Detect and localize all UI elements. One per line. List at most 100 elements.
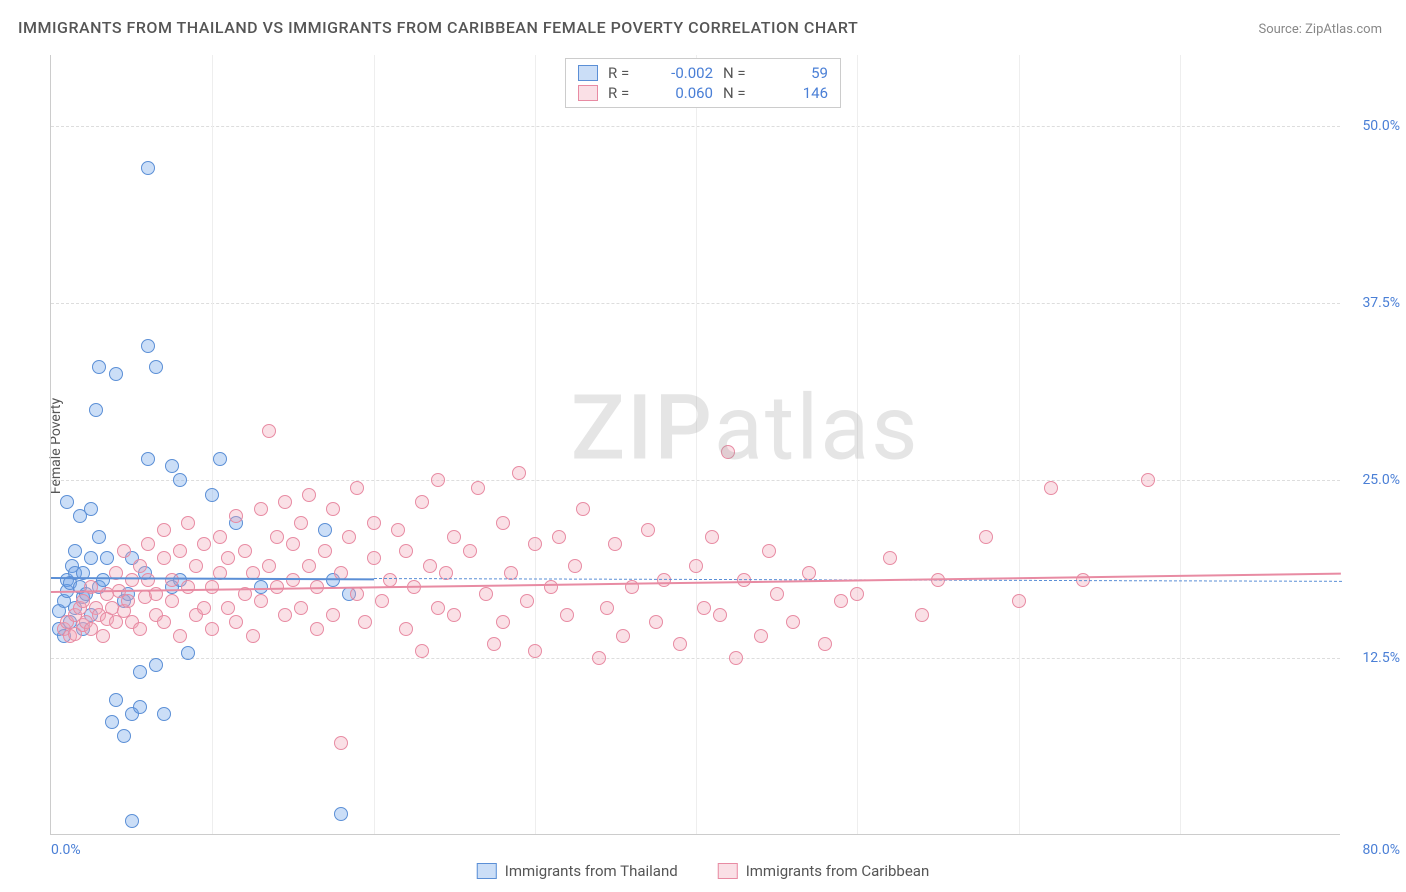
data-point <box>254 502 268 516</box>
data-point <box>125 573 139 587</box>
legend-correlation: R =-0.002N =59R =0.060N =146 <box>565 58 841 108</box>
data-point <box>544 580 558 594</box>
data-point <box>262 424 276 438</box>
data-point <box>350 481 364 495</box>
data-point <box>568 559 582 573</box>
data-point <box>447 530 461 544</box>
data-point <box>141 537 155 551</box>
data-point <box>721 445 735 459</box>
data-point <box>576 502 590 516</box>
data-point <box>278 608 292 622</box>
data-point <box>431 601 445 615</box>
data-point <box>197 601 211 615</box>
legend-row: R =0.060N =146 <box>578 83 828 103</box>
data-point <box>415 495 429 509</box>
data-point <box>121 594 135 608</box>
data-point <box>487 637 501 651</box>
data-point <box>383 573 397 587</box>
data-point <box>770 587 784 601</box>
data-point <box>278 495 292 509</box>
data-point <box>447 608 461 622</box>
data-point <box>133 665 147 679</box>
data-point <box>342 530 356 544</box>
data-point <box>528 644 542 658</box>
data-point <box>762 544 776 558</box>
source-label: Source: ZipAtlas.com <box>1258 22 1382 37</box>
data-point <box>367 516 381 530</box>
data-point <box>1044 481 1058 495</box>
data-point <box>262 559 276 573</box>
data-point <box>552 530 566 544</box>
data-point <box>616 629 630 643</box>
data-point <box>109 367 123 381</box>
data-point <box>141 452 155 466</box>
legend-row: R =-0.002N =59 <box>578 63 828 83</box>
data-point <box>189 559 203 573</box>
data-point <box>221 551 235 565</box>
data-point <box>181 646 195 660</box>
data-point <box>294 601 308 615</box>
data-point <box>318 523 332 537</box>
legend-series: Immigrants from ThailandImmigrants from … <box>477 862 929 880</box>
data-point <box>221 601 235 615</box>
data-point <box>157 615 171 629</box>
legend-swatch <box>578 65 598 81</box>
data-point <box>149 658 163 672</box>
legend-series-label: Immigrants from Caribbean <box>746 862 930 880</box>
data-point <box>431 473 445 487</box>
data-point <box>149 360 163 374</box>
gridline-v <box>374 55 375 834</box>
data-point <box>834 594 848 608</box>
legend-r-value: 0.060 <box>658 84 713 102</box>
data-point <box>238 544 252 558</box>
legend-n-value: 59 <box>773 64 828 82</box>
data-point <box>254 594 268 608</box>
data-point <box>173 629 187 643</box>
data-point <box>133 700 147 714</box>
data-point <box>92 530 106 544</box>
data-point <box>173 473 187 487</box>
data-point <box>528 537 542 551</box>
gridline-v <box>857 55 858 834</box>
data-point <box>818 637 832 651</box>
data-point <box>270 530 284 544</box>
data-point <box>84 502 98 516</box>
data-point <box>786 615 800 629</box>
data-point <box>592 651 606 665</box>
data-point <box>302 488 316 502</box>
chart-title: IMMIGRANTS FROM THAILAND VS IMMIGRANTS F… <box>18 18 858 37</box>
data-point <box>399 622 413 636</box>
data-point <box>326 502 340 516</box>
data-point <box>318 544 332 558</box>
data-point <box>391 523 405 537</box>
data-point <box>358 615 372 629</box>
data-point <box>350 587 364 601</box>
data-point <box>697 601 711 615</box>
data-point <box>302 559 316 573</box>
data-point <box>125 814 139 828</box>
legend-n-value: 146 <box>773 84 828 102</box>
data-point <box>649 615 663 629</box>
x-tick-start: 0.0% <box>51 842 81 858</box>
data-point <box>141 573 155 587</box>
data-point <box>76 594 90 608</box>
data-point <box>246 629 260 643</box>
data-point <box>89 403 103 417</box>
gridline-v <box>535 55 536 834</box>
data-point <box>334 736 348 750</box>
data-point <box>850 587 864 601</box>
data-point <box>68 544 82 558</box>
data-point <box>84 551 98 565</box>
data-point <box>705 530 719 544</box>
legend-swatch <box>718 863 738 879</box>
data-point <box>117 729 131 743</box>
data-point <box>415 644 429 658</box>
data-point <box>375 594 389 608</box>
data-point <box>294 516 308 530</box>
data-point <box>496 615 510 629</box>
data-point <box>165 573 179 587</box>
data-point <box>205 580 219 594</box>
legend-r-label: R = <box>608 64 648 82</box>
data-point <box>92 360 106 374</box>
data-point <box>96 629 110 643</box>
